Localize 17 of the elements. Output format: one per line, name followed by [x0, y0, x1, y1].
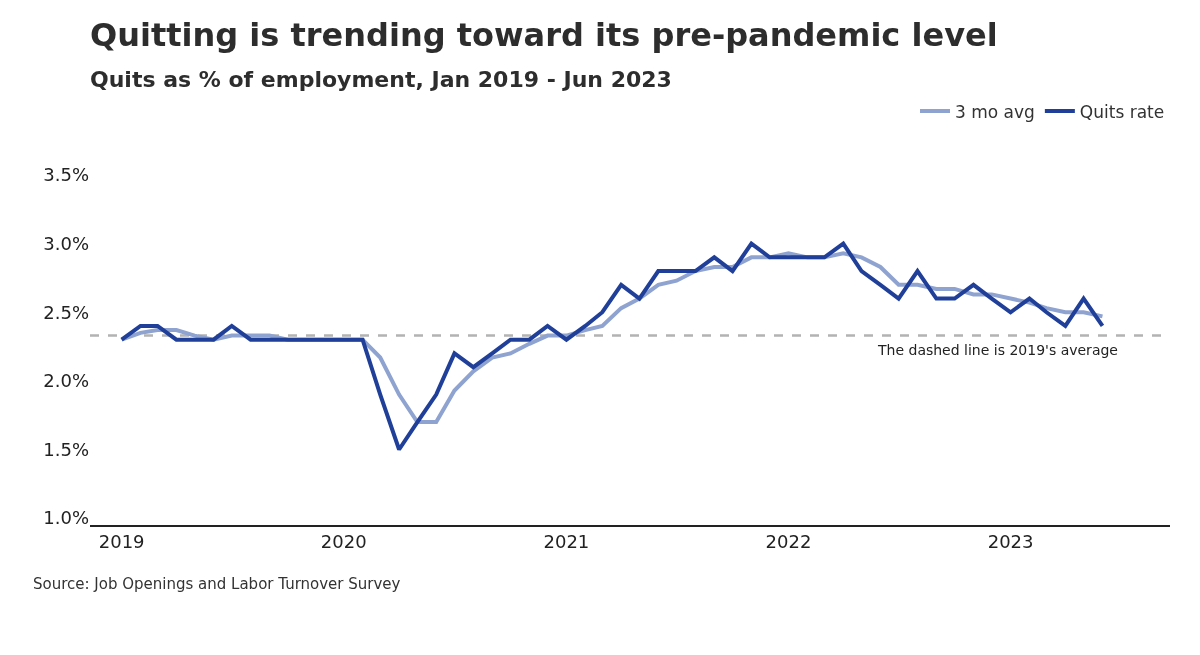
y-tick-label: 3.0% [43, 232, 89, 254]
source-note: Source: Job Openings and Labor Turnover Survey [33, 575, 401, 593]
y-tick-label: 2.5% [43, 301, 89, 323]
y-tick-label: 2.0% [43, 370, 89, 392]
x-tick-label: 2021 [543, 531, 590, 553]
x-tick-label: 2022 [765, 531, 812, 553]
ref-line-label: The dashed line is 2019's average [877, 342, 1118, 358]
legend-label: Quits rate [1079, 101, 1165, 122]
y-tick-label: 1.5% [43, 438, 89, 460]
y-tick-label: 1.0% [43, 507, 89, 529]
x-tick-label: 2020 [320, 531, 367, 553]
x-tick-label: 2023 [987, 531, 1034, 553]
chart-subtitle: Quits as % of employment, Jan 2019 - Jun 2023 [90, 67, 672, 93]
y-tick-label: 3.5% [43, 164, 89, 186]
x-tick-label: 2019 [98, 531, 145, 553]
legend-label: 3 mo avg [955, 101, 1035, 122]
chart-title: Quitting is trending toward its pre-pandemic level [90, 15, 998, 54]
